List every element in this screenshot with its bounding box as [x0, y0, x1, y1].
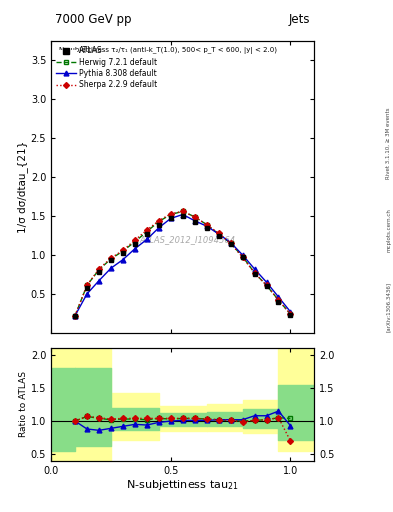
Y-axis label: Ratio to ATLAS: Ratio to ATLAS [19, 372, 28, 437]
Text: 7000 GeV pp: 7000 GeV pp [55, 13, 132, 26]
Text: N-subjettiness τ₂/τ₁ (anti-k_T(1.0), 500< p_T < 600, |y| < 2.0): N-subjettiness τ₂/τ₁ (anti-k_T(1.0), 500… [59, 47, 277, 54]
Text: ATLAS_2012_I1094564: ATLAS_2012_I1094564 [140, 235, 236, 244]
Text: Jets: Jets [289, 13, 310, 26]
X-axis label: N-subjettiness tau$_{21}$: N-subjettiness tau$_{21}$ [127, 478, 239, 493]
Text: mcplots.cern.ch: mcplots.cern.ch [386, 208, 391, 252]
Text: [arXiv:1306.3436]: [arXiv:1306.3436] [386, 282, 391, 332]
Y-axis label: 1/σ dσ/dtau_{21}: 1/σ dσ/dtau_{21} [17, 141, 28, 233]
Text: Rivet 3.1.10, ≥ 3M events: Rivet 3.1.10, ≥ 3M events [386, 108, 391, 179]
Legend: ATLAS, Herwig 7.2.1 default, Pythia 8.308 default, Sherpa 2.2.9 default: ATLAS, Herwig 7.2.1 default, Pythia 8.30… [53, 43, 161, 92]
